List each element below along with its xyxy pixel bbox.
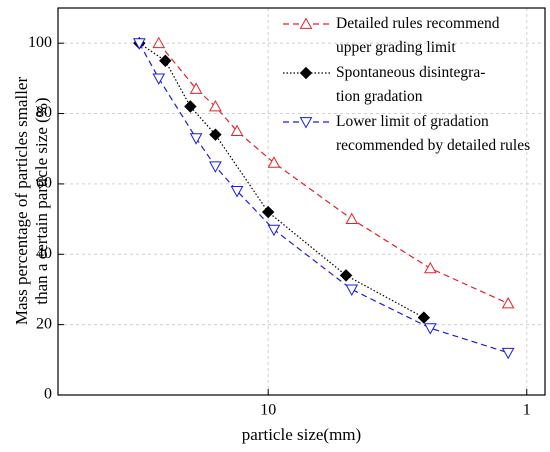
y-axis-label: Mass percentage of particles smaller tha… [12,76,51,326]
marker [152,36,166,49]
x-tick-label: 1 [523,402,531,419]
marker [261,205,275,219]
marker [345,284,359,296]
marker [423,261,437,274]
y-tick-label: 0 [44,386,52,403]
y-tick-label: 80 [36,104,52,121]
x-axis-label: particle size(mm) [241,425,362,444]
marker [267,224,281,237]
marker [501,296,515,309]
y-tick-label: 20 [36,315,52,332]
plot-frame [57,7,546,396]
marker [501,347,515,360]
marker [189,82,203,94]
marker [152,73,166,85]
marker [184,100,197,113]
y-tick-label: 40 [36,245,52,262]
marker [230,186,244,198]
x-tick-label: 10 [260,402,276,419]
marker [230,124,244,137]
marker [423,323,437,335]
marker [417,311,431,324]
series-line [138,42,509,354]
marker [299,17,313,29]
marker [209,128,222,141]
y-tick-label: 60 [36,175,52,192]
marker [339,269,353,282]
marker [189,133,203,145]
marker [159,54,172,67]
marker [209,161,222,173]
legend-label: Detailed rules recommend upper grading l… [336,15,500,56]
marker [132,38,146,50]
marker [299,66,313,80]
legend-label: Lower limit of gradation recommended by … [336,113,531,154]
marker [299,117,313,129]
legend-label: Spontaneous disintegra- tion gradation [336,64,486,105]
marker [209,99,222,112]
marker [267,156,281,168]
marker [345,212,359,224]
y-tick-label: 100 [28,34,52,51]
